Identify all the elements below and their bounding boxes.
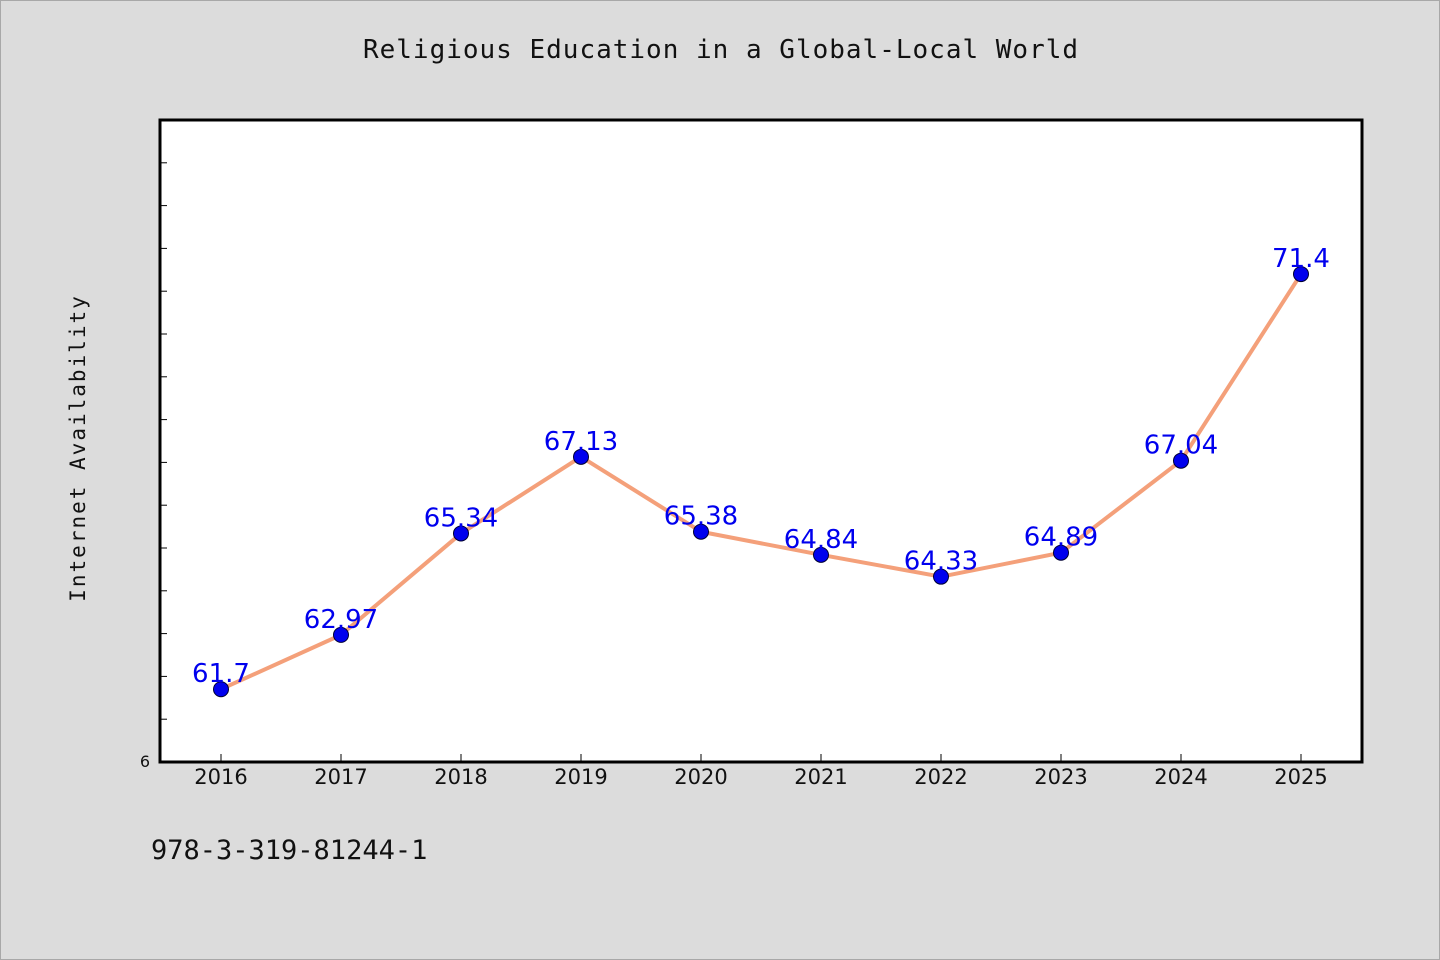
data-point — [813, 546, 829, 563]
y-tick-label: 6 — [140, 752, 150, 771]
series-lines — [219, 272, 1303, 692]
isbn-text: 978-3-319-81244-1 — [151, 835, 428, 866]
data-point — [693, 523, 709, 540]
y-axis-tick-labels: 6 — [140, 752, 150, 771]
x-tick-label: 2020 — [674, 765, 727, 789]
data-point — [1293, 266, 1309, 283]
data-label: 65.38 — [664, 502, 738, 532]
data-label: 65.34 — [424, 503, 498, 533]
x-tick-label: 2022 — [914, 765, 967, 789]
x-tick-label: 2019 — [554, 765, 607, 789]
data-label: 64.89 — [1024, 523, 1098, 553]
data-point — [933, 568, 949, 585]
data-label: 64.33 — [904, 547, 978, 577]
data-point — [1173, 452, 1189, 469]
data-point — [1053, 544, 1069, 561]
data-point — [573, 448, 589, 465]
x-tick-label: 2024 — [1154, 765, 1207, 789]
x-tick-label: 2017 — [314, 765, 367, 789]
plot-area — [158, 118, 1364, 764]
x-tick-label: 2018 — [434, 765, 487, 789]
series-line — [219, 272, 1303, 692]
x-axis-ticks — [220, 754, 1302, 762]
x-tick-label: 2025 — [1274, 765, 1327, 789]
data-label: 71.4 — [1272, 244, 1330, 274]
x-tick-label: 2016 — [194, 765, 247, 789]
data-point — [333, 626, 349, 643]
x-axis-tick-labels: 2016 2017 2018 2019 2020 2021 2022 2023 2024 2025 — [194, 765, 1327, 789]
x-tick-label: 2021 — [794, 765, 847, 789]
data-point — [213, 681, 229, 698]
data-labels: 61.7 62.97 65.34 67.13 65.38 64.84 64.33 64.89 6… — [192, 244, 1330, 689]
data-label: 61.7 — [192, 659, 250, 689]
series-points — [213, 266, 1309, 698]
data-label: 64.84 — [784, 525, 858, 555]
y-axis-ticks — [160, 162, 167, 720]
data-label: 67.04 — [1144, 431, 1218, 461]
x-tick-label: 2023 — [1034, 765, 1087, 789]
data-point — [453, 525, 469, 542]
chart-title: Religious Education in a Global-Local Wo… — [362, 35, 1080, 65]
data-label: 62.97 — [304, 605, 378, 635]
data-label: 67.13 — [544, 427, 618, 457]
